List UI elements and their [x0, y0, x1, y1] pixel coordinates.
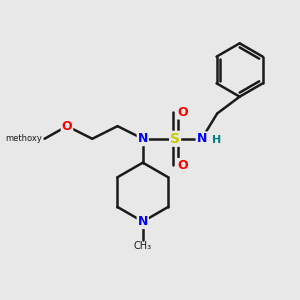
Text: CH₃: CH₃: [134, 241, 152, 251]
Text: H: H: [212, 135, 222, 145]
Text: O: O: [178, 106, 188, 118]
Text: N: N: [138, 132, 148, 145]
Text: S: S: [170, 132, 180, 146]
Text: N: N: [138, 215, 148, 228]
Text: N: N: [196, 132, 207, 145]
Text: O: O: [178, 159, 188, 172]
Text: O: O: [62, 120, 72, 133]
Text: methoxy: methoxy: [5, 134, 42, 143]
